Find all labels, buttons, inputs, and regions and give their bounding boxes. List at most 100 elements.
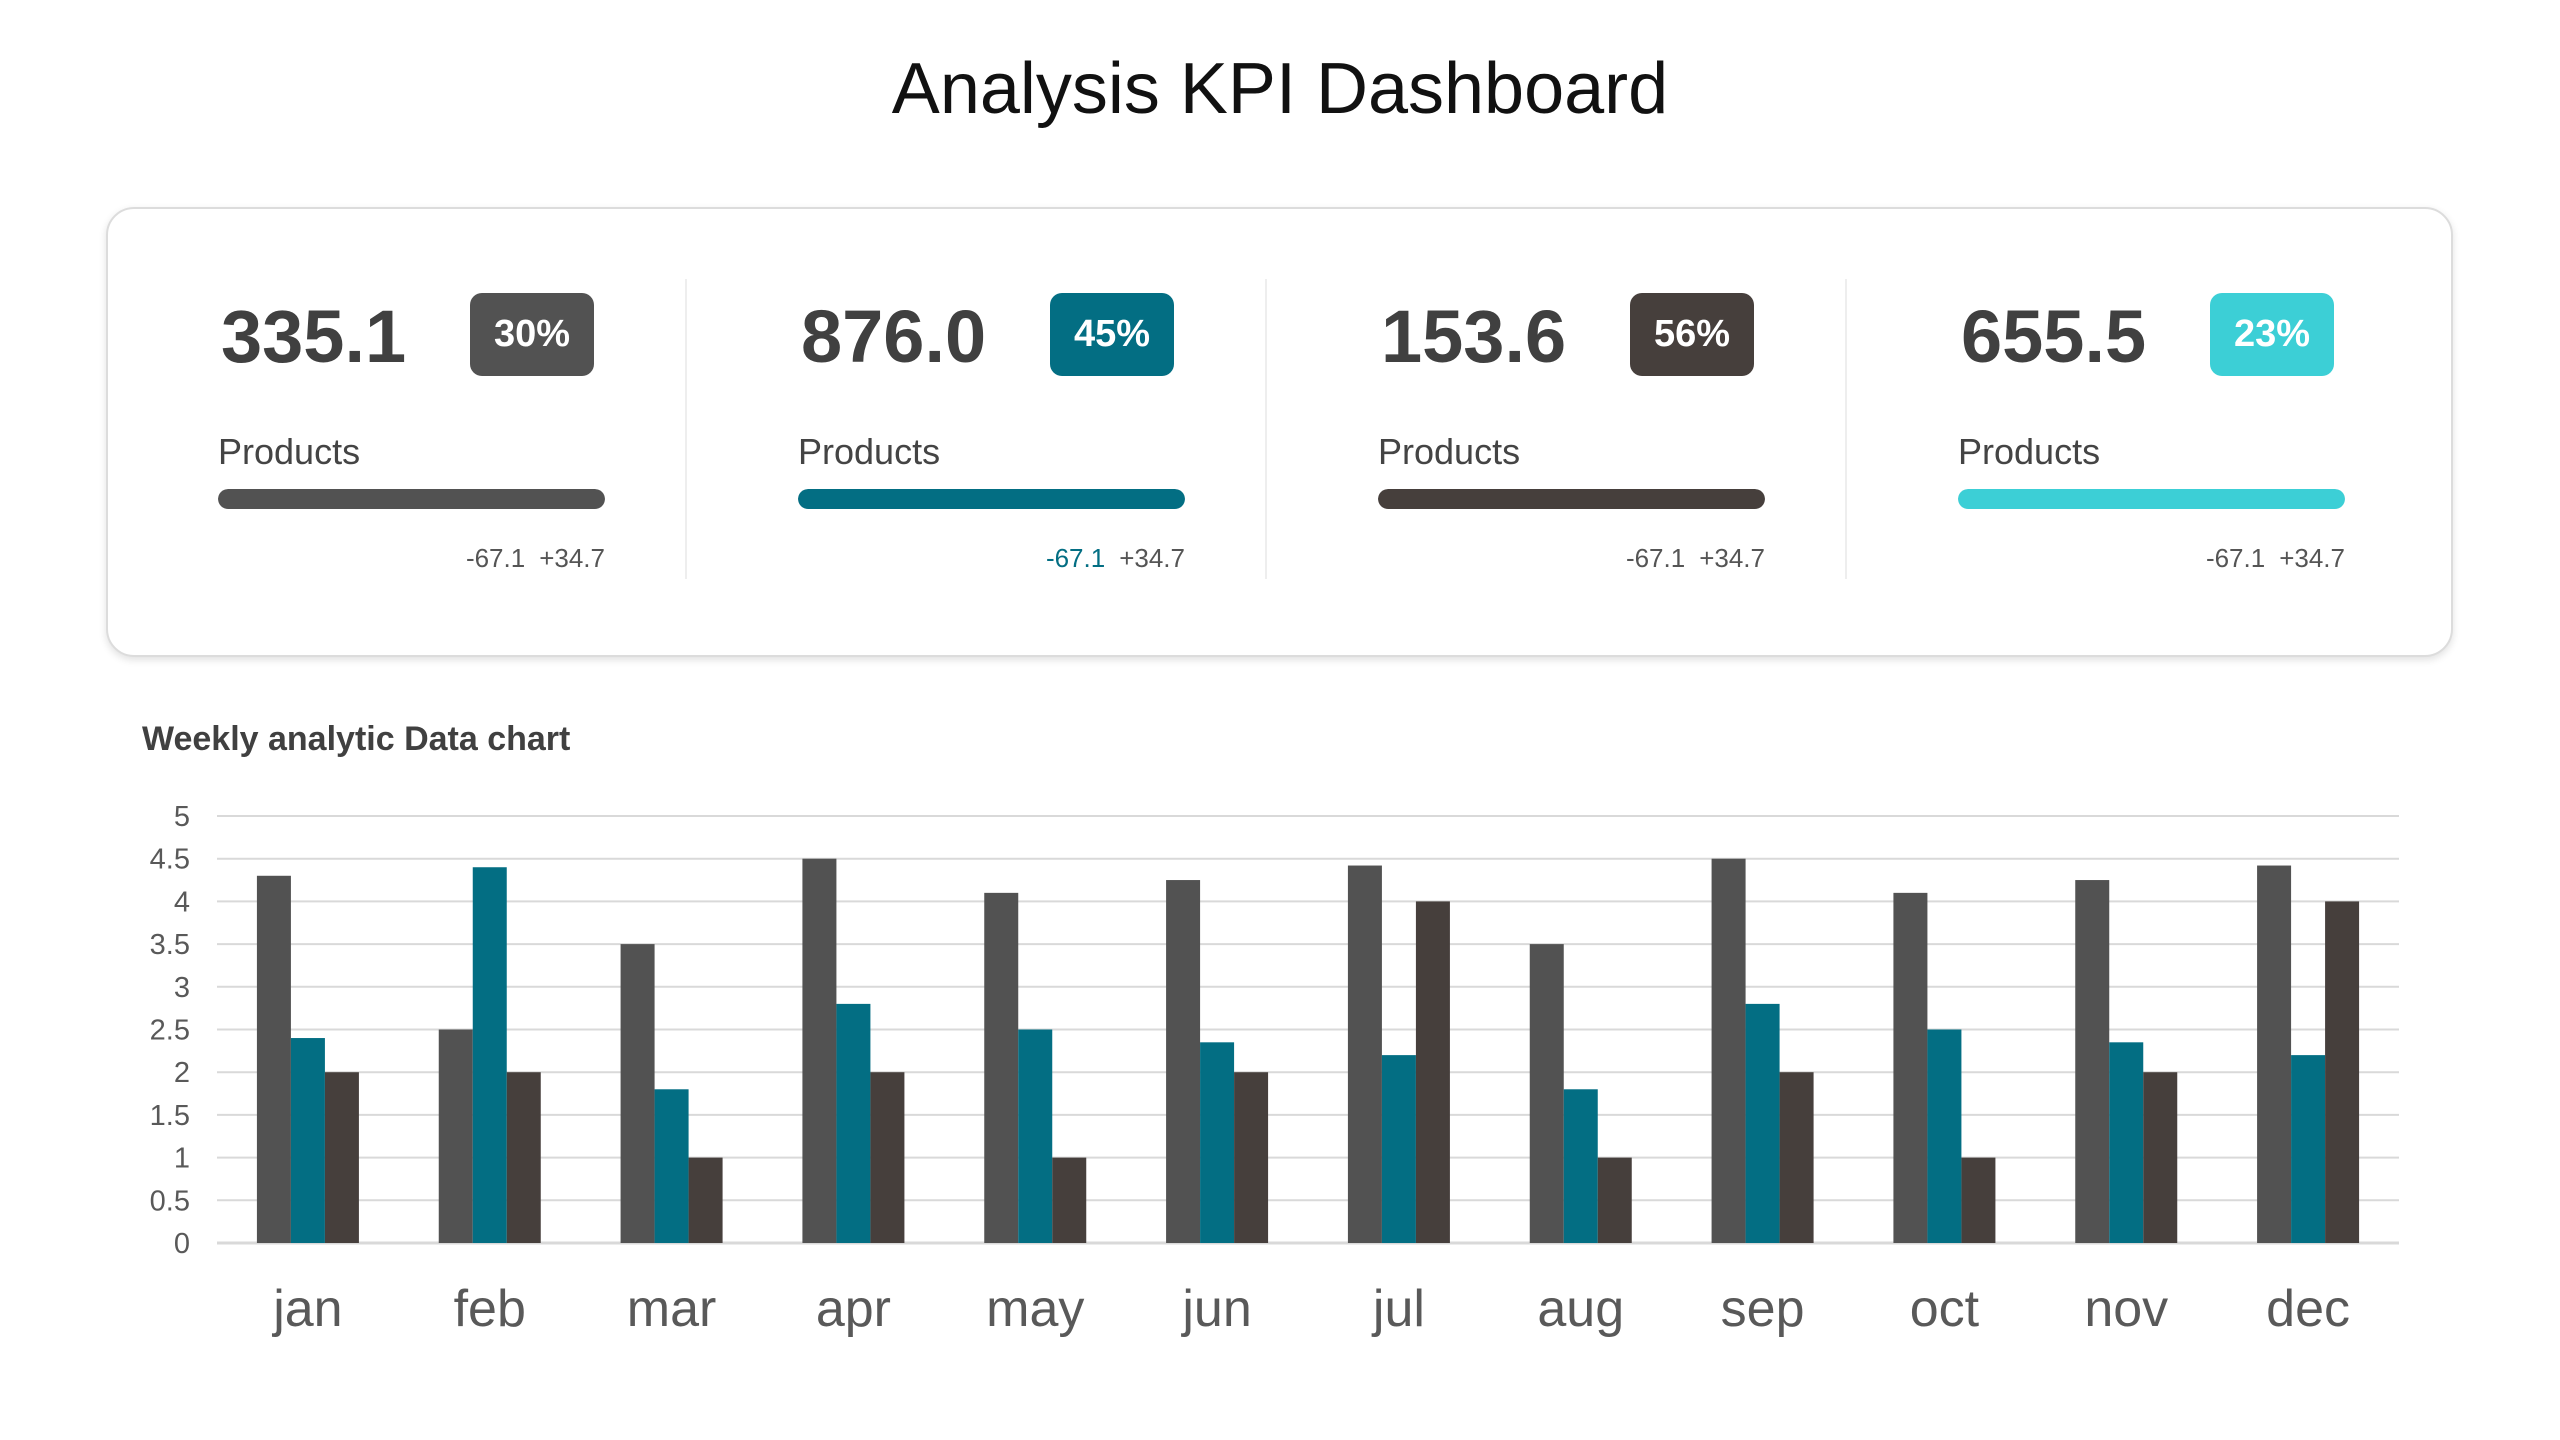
kpi-column: 876.0 45% Products -67.1 +34.7 <box>688 209 1268 655</box>
bar-mar-series-3 <box>688 1157 723 1243</box>
kpi-column: 335.1 30% Products -67.1 +34.7 <box>108 209 688 655</box>
bar-feb-series-2 <box>472 867 507 1243</box>
bar-sep-series-3 <box>1779 1072 1814 1243</box>
x-tick-label: nov <box>2084 1280 2168 1338</box>
y-tick-label: 0.5 <box>150 1185 190 1217</box>
bar-may-series-1 <box>984 892 1019 1243</box>
kpi-delta-positive: +34.7 <box>2279 543 2345 573</box>
kpi-deltas: -67.1 +34.7 <box>1612 543 1765 574</box>
kpi-deltas: -67.1 +34.7 <box>1032 543 1185 574</box>
bar-jul-series-3 <box>1415 901 1450 1243</box>
kpi-divider <box>1265 279 1267 579</box>
kpi-label: Products <box>1958 431 2101 472</box>
kpi-delta-negative: -67.1 <box>1625 543 1686 573</box>
bar-jul-series-2 <box>1381 1055 1416 1243</box>
y-tick-label: 4 <box>174 886 190 918</box>
kpi-progress-fill <box>1958 489 2345 509</box>
bar-mar-series-1 <box>620 944 655 1243</box>
x-tick-label: oct <box>1910 1280 1980 1338</box>
bar-jul-series-1 <box>1347 865 1382 1243</box>
y-tick-label: 0 <box>174 1228 190 1260</box>
y-tick-label: 1.5 <box>150 1100 190 1132</box>
bar-feb-series-1 <box>438 1029 473 1243</box>
kpi-percent-badge: 30% <box>470 293 594 376</box>
bar-jun-series-2 <box>1200 1042 1235 1243</box>
kpi-progress-bar <box>1378 489 1765 509</box>
kpi-percent-badge: 45% <box>1050 293 1174 376</box>
x-tick-label: may <box>986 1280 1084 1338</box>
x-tick-label: jul <box>1371 1280 1425 1338</box>
bar-may-series-2 <box>1018 1029 1053 1243</box>
bar-feb-series-3 <box>506 1072 541 1243</box>
x-tick-label: dec <box>2266 1280 2350 1338</box>
kpi-card: 335.1 30% Products -67.1 +34.7 876.0 45% P… <box>106 207 2453 657</box>
bar-aug-series-3 <box>1597 1157 1632 1243</box>
x-tick-label: apr <box>816 1280 891 1338</box>
x-tick-label: sep <box>1721 1280 1805 1338</box>
bar-nov-series-1 <box>2075 880 2110 1243</box>
kpi-label: Products <box>1378 431 1521 472</box>
x-tick-label: aug <box>1537 1280 1624 1338</box>
y-tick-label: 2.5 <box>150 1015 190 1047</box>
chart-title: Weekly analytic Data chart <box>142 720 571 758</box>
bar-apr-series-3 <box>870 1072 905 1243</box>
bar-jun-series-1 <box>1166 880 1201 1243</box>
kpi-progress-fill <box>218 489 605 509</box>
bar-sep-series-1 <box>1711 858 1746 1243</box>
kpi-percent-badge: 23% <box>2210 293 2334 376</box>
kpi-divider <box>1845 279 1847 579</box>
kpi-progress-bar <box>1958 489 2345 509</box>
y-tick-label: 2 <box>174 1057 190 1089</box>
bar-mar-series-2 <box>654 1089 689 1243</box>
bar-oct-series-1 <box>1893 892 1928 1243</box>
bar-jun-series-3 <box>1234 1072 1269 1243</box>
kpi-deltas: -67.1 +34.7 <box>452 543 605 574</box>
kpi-value: 153.6 <box>1381 295 1567 378</box>
kpi-percent-badge: 56% <box>1630 293 1754 376</box>
bar-dec-series-1 <box>2257 865 2292 1243</box>
bar-jan-series-1 <box>256 875 291 1243</box>
bar-aug-series-1 <box>1529 944 1564 1243</box>
bar-jan-series-3 <box>324 1072 359 1243</box>
bar-aug-series-2 <box>1563 1089 1598 1243</box>
kpi-progress-bar <box>798 489 1185 509</box>
bar-apr-series-2 <box>836 1003 871 1243</box>
x-tick-label: feb <box>454 1280 526 1338</box>
kpi-progress-fill <box>798 489 1185 509</box>
kpi-delta-positive: +34.7 <box>539 543 605 573</box>
kpi-value: 876.0 <box>801 295 987 378</box>
kpi-label: Products <box>218 431 361 472</box>
bar-nov-series-2 <box>2109 1042 2144 1243</box>
kpi-deltas: -67.1 +34.7 <box>2192 543 2345 574</box>
page-title: Analysis KPI Dashboard <box>891 49 1669 129</box>
bar-dec-series-2 <box>2291 1055 2326 1243</box>
x-tick-label: mar <box>627 1280 717 1338</box>
kpi-value: 335.1 <box>221 295 407 378</box>
y-tick-label: 3 <box>174 972 190 1004</box>
kpi-progress-fill <box>1378 489 1765 509</box>
bar-oct-series-2 <box>1927 1029 1962 1243</box>
bar-apr-series-1 <box>802 858 837 1243</box>
kpi-delta-negative: -67.1 <box>465 543 526 573</box>
kpi-delta-positive: +34.7 <box>1699 543 1765 573</box>
y-tick-label: 3.5 <box>150 929 190 961</box>
bar-oct-series-3 <box>1961 1157 1996 1243</box>
bar-dec-series-3 <box>2325 901 2360 1243</box>
y-tick-label: 1 <box>174 1143 190 1175</box>
y-tick-label: 4.5 <box>150 844 190 876</box>
x-tick-label: jan <box>271 1280 342 1338</box>
y-tick-label: 5 <box>174 801 190 833</box>
kpi-progress-bar <box>218 489 605 509</box>
x-tick-label: jun <box>1180 1280 1251 1338</box>
kpi-value: 655.5 <box>1961 295 2147 378</box>
bar-nov-series-3 <box>2143 1072 2178 1243</box>
kpi-delta-negative: -67.1 <box>1045 543 1106 573</box>
bar-jan-series-2 <box>290 1038 325 1243</box>
bar-sep-series-2 <box>1745 1003 1780 1243</box>
kpi-divider <box>685 279 687 579</box>
kpi-delta-negative: -67.1 <box>2205 543 2266 573</box>
kpi-column: 655.5 23% Products -67.1 +34.7 <box>1848 209 2428 655</box>
bar-may-series-3 <box>1052 1157 1087 1243</box>
kpi-label: Products <box>798 431 941 472</box>
